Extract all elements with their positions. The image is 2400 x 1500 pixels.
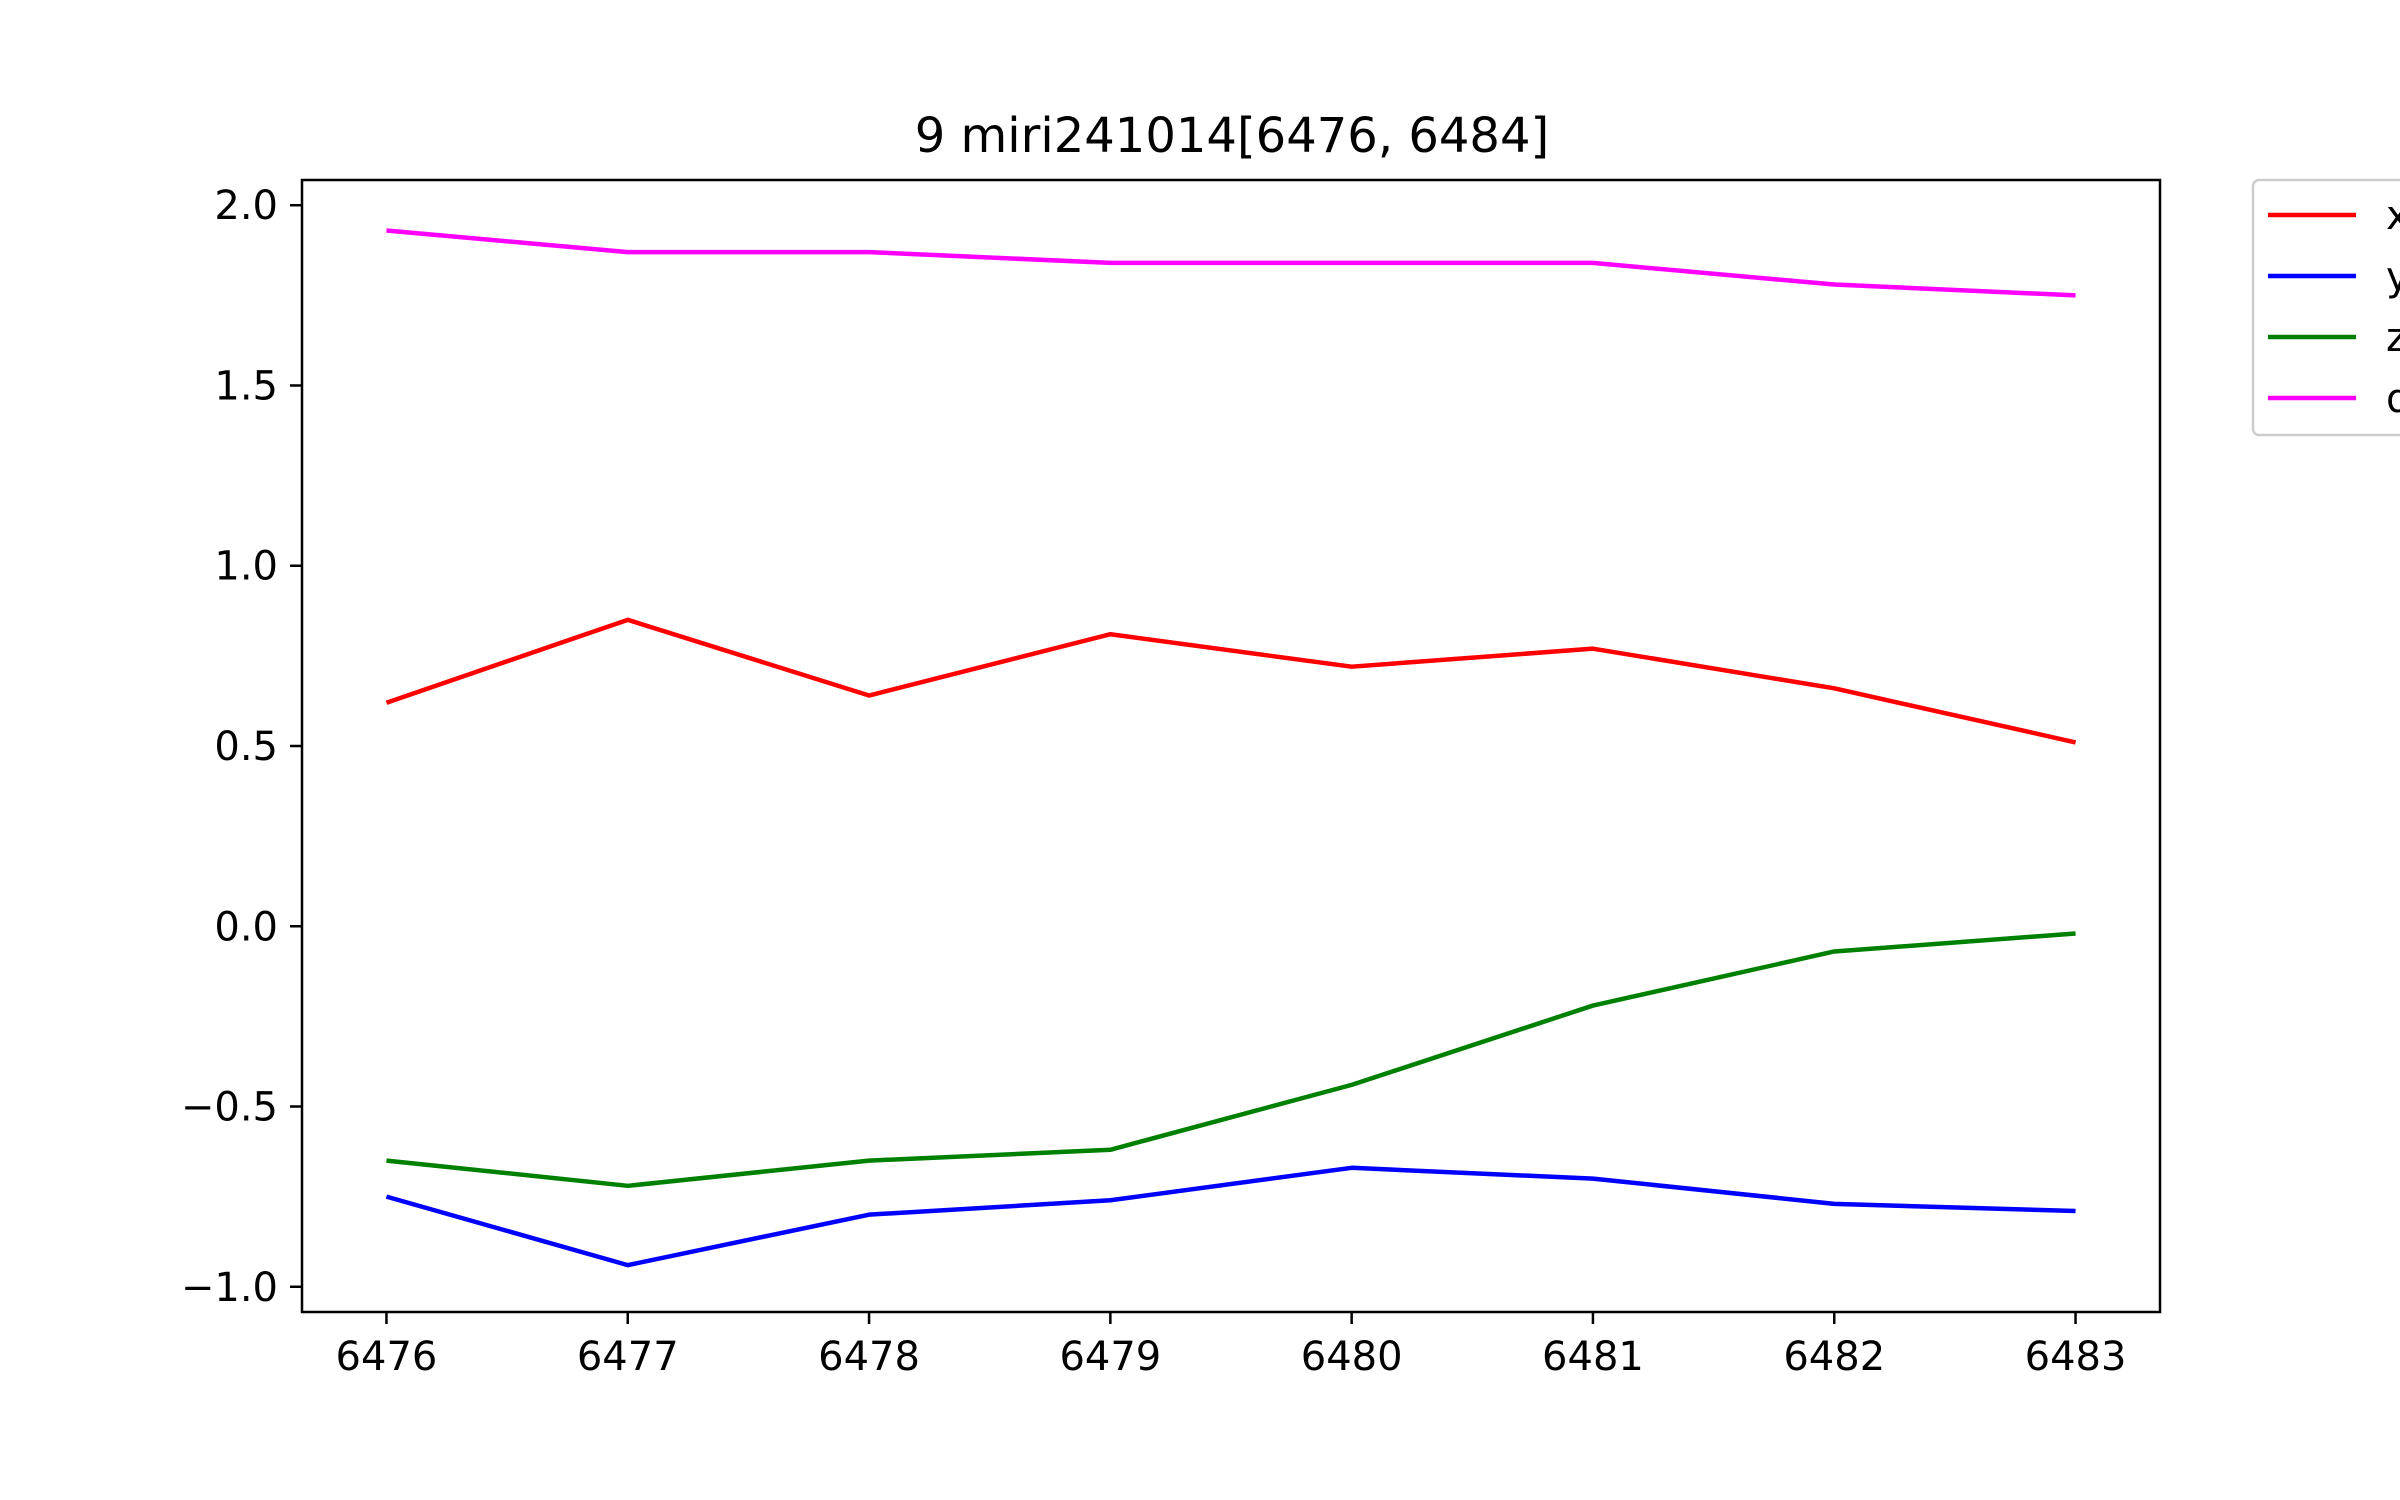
series-lines xyxy=(385,228,2077,1268)
series-line-x xyxy=(385,617,2077,745)
x-tick-label: 6480 xyxy=(1301,1334,1403,1380)
chart-title: 9 miri241014[6476, 6484] xyxy=(915,108,1549,164)
x-tick-label: 6476 xyxy=(336,1334,438,1380)
x-tick-label: 6477 xyxy=(577,1334,679,1380)
series-line-z xyxy=(386,931,2076,1189)
y-tick-label: −1.0 xyxy=(181,1265,278,1311)
y-tick-label: 1.0 xyxy=(214,544,278,590)
legend-frame xyxy=(2251,178,2400,437)
x-tick-label: 6478 xyxy=(818,1334,920,1380)
x-tick-label: 6482 xyxy=(1783,1334,1885,1380)
y-tick-label: 1.5 xyxy=(214,363,278,409)
y-tick-label: 2.0 xyxy=(214,183,278,229)
x-tick-label: 6483 xyxy=(2025,1334,2127,1380)
x-tick-label: 6479 xyxy=(1059,1334,1161,1380)
legend-label-x: x xyxy=(2386,193,2400,239)
y-tick-label: −0.5 xyxy=(181,1085,278,1131)
legend-label-d: d xyxy=(2386,376,2400,422)
legend-label-z: z xyxy=(2386,315,2400,361)
series-line-y xyxy=(385,1165,2076,1268)
series-line-d xyxy=(386,228,2076,298)
x-axis: 6476 6477 6478 6479 6480 6481 6482 6483 xyxy=(336,1312,2127,1380)
y-axis: −1.0 −0.5 0.0 0.5 1.0 1.5 2.0 xyxy=(181,183,302,1311)
legend-label-y: y xyxy=(2386,254,2400,300)
x-tick-label: 6481 xyxy=(1542,1334,1644,1380)
y-tick-label: 0.0 xyxy=(214,904,278,950)
y-tick-label: 0.5 xyxy=(214,724,278,770)
